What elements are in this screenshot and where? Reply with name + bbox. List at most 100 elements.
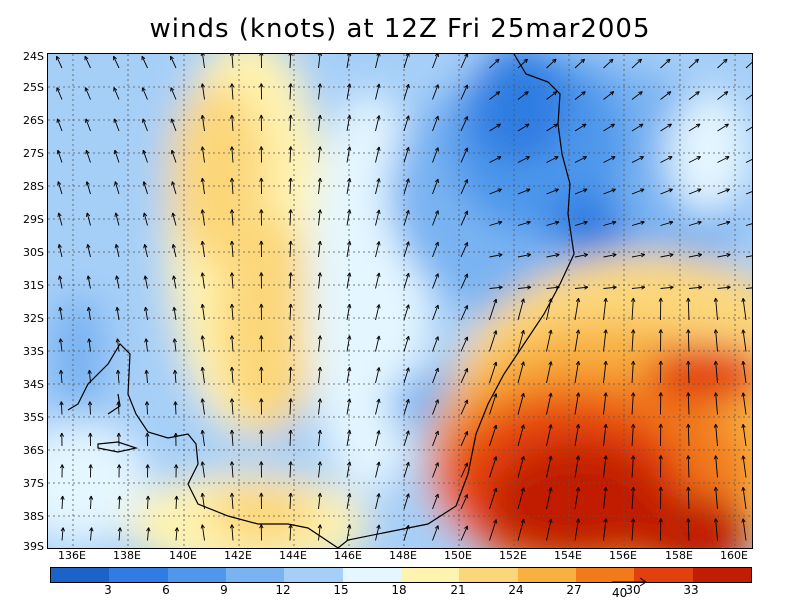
wind-arrow-head <box>669 221 674 225</box>
wind-arrow <box>289 398 292 415</box>
wind-arrow-head <box>260 209 264 214</box>
wind-arrow <box>546 123 558 132</box>
wind-arrow-head <box>288 209 292 214</box>
wind-arrow-head <box>464 179 468 183</box>
wind-arrow-head <box>695 91 700 93</box>
wind-arrow <box>574 286 588 289</box>
wind-arrow-head <box>115 307 118 312</box>
wind-arrow-head <box>145 432 148 437</box>
colorbar-swatch <box>459 568 518 582</box>
wind-arrow-head <box>231 461 235 466</box>
wind-arrow <box>118 495 121 510</box>
wind-arrow-head <box>260 114 264 119</box>
wind-arrow-head <box>687 486 691 491</box>
wind-arrow-head <box>495 519 498 524</box>
wind-arrow-head <box>319 303 323 309</box>
wind-arrow-head <box>638 91 643 93</box>
wind-arrow-head <box>176 495 179 500</box>
wind-arrow-head <box>170 55 174 60</box>
wind-arrow-head <box>200 115 203 120</box>
wind-arrow-head <box>317 209 321 214</box>
wind-arrow-head <box>376 430 380 434</box>
wind-arrow-head <box>498 253 503 255</box>
wind-arrow-head <box>742 392 746 397</box>
wind-arrow-head <box>715 392 719 397</box>
wind-arrow-head <box>259 209 262 214</box>
wind-arrow-head <box>347 83 351 88</box>
wind-arrow-head <box>288 461 292 466</box>
wind-arrow-head <box>548 361 552 365</box>
wind-arrow-head <box>61 432 64 437</box>
wind-arrow-head <box>319 177 323 183</box>
wind-arrow-head <box>520 487 525 492</box>
wind-arrow-head <box>578 329 581 334</box>
wind-arrow <box>117 370 120 384</box>
wind-arrow <box>631 286 645 289</box>
wind-arrow-head <box>726 285 731 288</box>
wind-arrow-head <box>290 429 293 434</box>
wind-arrow-head <box>290 303 293 308</box>
wind-arrow-head <box>200 272 203 277</box>
wind-arrow-head <box>612 286 617 290</box>
wind-arrow-head <box>660 329 663 334</box>
wind-arrow-head <box>578 392 581 397</box>
wind-arrow-head <box>464 336 468 340</box>
wind-arrow-head <box>229 429 233 434</box>
colorbar-swatch <box>342 568 401 582</box>
wind-arrow-head <box>288 240 292 245</box>
wind-arrow-head <box>434 336 439 340</box>
wind-arrow-head <box>89 432 93 437</box>
wind-arrow-head <box>347 398 351 403</box>
wind-arrow-head <box>60 401 64 406</box>
wind-arrow <box>460 210 468 226</box>
wind-arrow <box>546 91 558 100</box>
wind-arrow-head <box>378 430 381 435</box>
wind-arrow-head <box>378 115 381 120</box>
wind-arrow <box>375 461 380 478</box>
wind-arrow-head <box>687 455 691 460</box>
wind-arrow <box>375 335 380 352</box>
wind-arrow-head <box>229 398 233 403</box>
wind-arrow-head <box>376 398 380 403</box>
wind-arrow-head <box>349 178 352 183</box>
wind-arrow-head <box>232 54 235 56</box>
colorbar-label: 6 <box>162 583 170 597</box>
wind-arrow-head <box>408 210 410 215</box>
wind-arrow <box>87 275 91 289</box>
wind-arrow-head <box>495 456 498 461</box>
wind-arrow-head <box>603 392 607 397</box>
wind-arrow <box>289 461 292 478</box>
wind-arrow-head <box>726 254 731 258</box>
wind-arrow-head <box>464 84 468 88</box>
wind-arrow-head <box>88 338 92 343</box>
wind-arrow <box>231 54 234 69</box>
wind-arrow <box>375 367 380 384</box>
wind-arrow-head <box>171 118 175 122</box>
wind-arrow <box>231 461 234 478</box>
wind-arrow-head <box>290 83 293 88</box>
wind-arrow-head <box>320 54 323 57</box>
wind-arrow-head <box>583 156 587 161</box>
wind-arrow-head <box>200 209 203 214</box>
wind-arrow-head <box>555 286 560 290</box>
wind-arrow <box>403 399 410 415</box>
wind-arrow-head <box>317 114 321 119</box>
wind-arrow <box>318 272 321 289</box>
wind-arrow-head <box>260 398 264 403</box>
wind-arrow <box>231 178 234 195</box>
wind-arrow-head <box>376 367 380 371</box>
wind-arrow-head <box>259 366 262 371</box>
wind-arrow <box>346 461 351 478</box>
wind-arrow <box>346 115 351 132</box>
wind-arrow-head <box>61 464 65 469</box>
wind-arrow <box>489 519 497 541</box>
wind-arrow-head <box>612 253 617 255</box>
wind-arrow <box>631 221 645 226</box>
wind-arrow <box>143 181 148 195</box>
wind-arrow <box>688 221 702 226</box>
wind-arrow-head <box>434 241 439 246</box>
wind-arrow <box>231 398 234 415</box>
wind-arrow-head <box>434 273 439 277</box>
wind-arrow <box>717 221 731 226</box>
wind-arrow-head <box>713 518 717 523</box>
